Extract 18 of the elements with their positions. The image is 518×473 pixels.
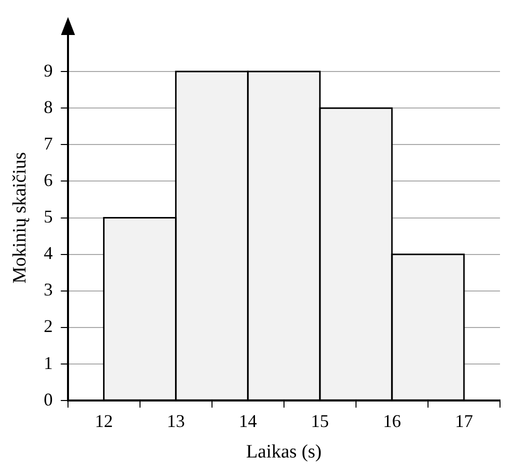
x-tick-label: 13	[166, 411, 185, 432]
x-tick-label: 15	[310, 411, 329, 432]
x-tick-label: 14	[238, 411, 257, 432]
y-tick-label: 0	[44, 389, 53, 410]
x-tick-label: 17	[454, 411, 473, 432]
x-tick-label: 16	[382, 411, 401, 432]
y-tick-label: 1	[44, 352, 53, 373]
x-axis-title: Laikas (s)	[246, 442, 322, 463]
y-tick-label: 9	[44, 60, 53, 80]
y-tick-label: 5	[44, 206, 53, 227]
y-tick-label: 3	[44, 280, 53, 300]
y-axis-title: Mokinių skaičius	[9, 152, 30, 284]
y-tick-label: 6	[44, 170, 53, 190]
y-tick-label: 2	[44, 316, 53, 336]
y-tick-label: 4	[44, 243, 53, 264]
x-tick-label: 12	[94, 411, 113, 432]
y-tick-label: 8	[44, 96, 53, 117]
y-tick-label: 7	[44, 133, 53, 154]
